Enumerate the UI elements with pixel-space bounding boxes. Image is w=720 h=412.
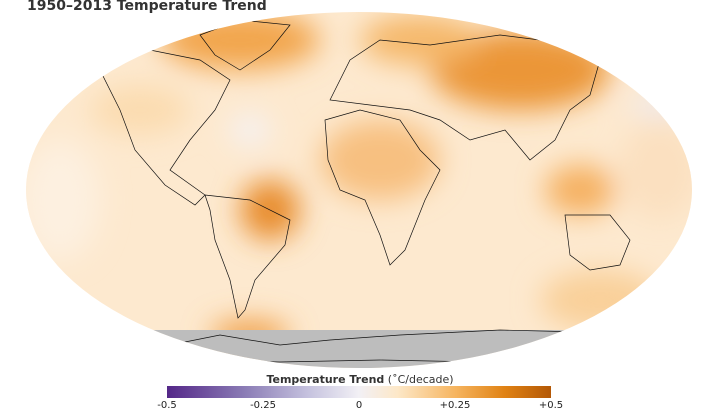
legend-title-unit: (˚C/decade) — [387, 373, 454, 386]
legend-tick: +0.5 — [538, 400, 564, 411]
map-title: 1950–2013 Temperature Trend — [27, 0, 267, 14]
world-map — [26, 12, 692, 368]
legend-tick: -0.25 — [250, 400, 276, 411]
legend-tick: 0 — [355, 400, 363, 411]
legend-color-bar — [167, 386, 551, 398]
legend-tick: +0.25 — [439, 400, 471, 411]
legend-title: Temperature Trend (˚C/decade) — [0, 373, 720, 386]
antarctica-no-data — [26, 330, 692, 368]
legend-title-bold: Temperature Trend — [266, 373, 385, 386]
legend-tick: -0.5 — [157, 400, 177, 411]
